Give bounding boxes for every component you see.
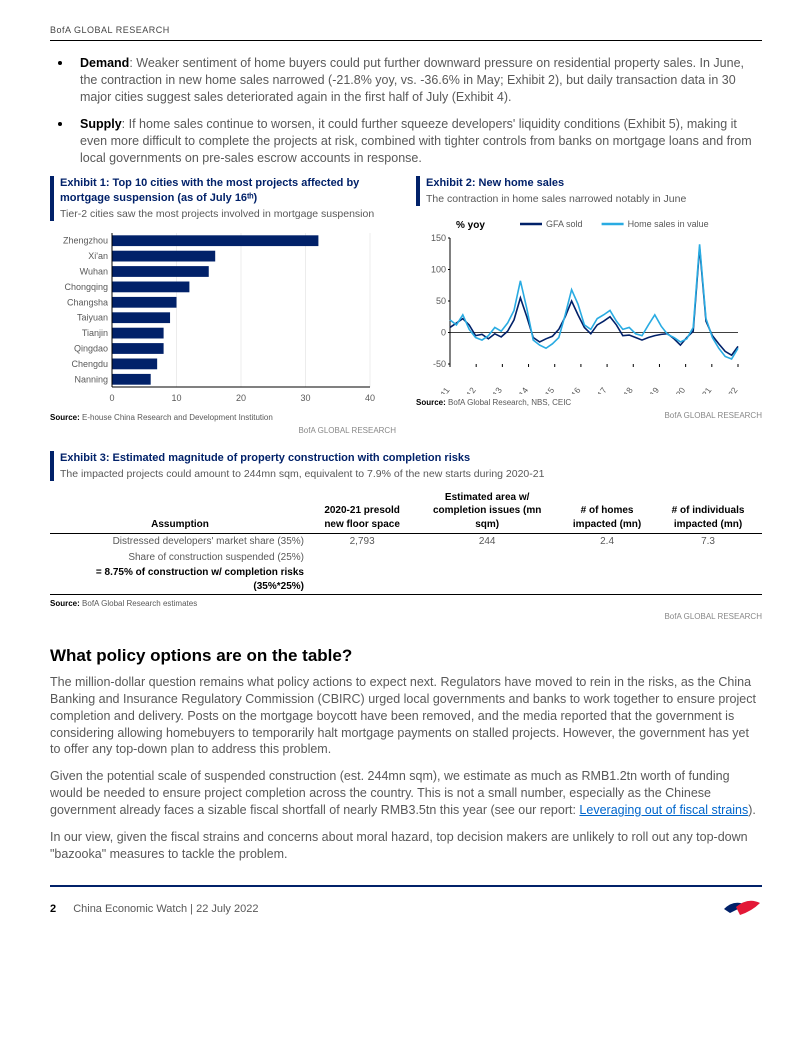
source-label: Source: xyxy=(416,398,446,407)
exhibit-3-title: Exhibit 3: Estimated magnitude of proper… xyxy=(60,451,762,466)
header-brand: BofA GLOBAL RESEARCH xyxy=(50,24,762,41)
svg-text:Zhengzhou: Zhengzhou xyxy=(63,236,108,246)
exhibits-row-1-2: Exhibit 1: Top 10 cities with the most p… xyxy=(50,176,762,436)
bofa-logo-icon xyxy=(722,893,762,917)
policy-p3: In our view, given the fiscal strains an… xyxy=(50,829,762,863)
svg-text:Wuhan: Wuhan xyxy=(80,267,108,277)
footer-doc: China Economic Watch | 22 July 2022 xyxy=(73,903,258,915)
exhibit-2-title: Exhibit 2: New home sales xyxy=(426,176,762,191)
svg-text:2021: 2021 xyxy=(694,386,713,395)
svg-text:2022: 2022 xyxy=(721,386,740,395)
svg-text:Qingdao: Qingdao xyxy=(74,344,108,354)
demand-body: : Weaker sentiment of home buyers could … xyxy=(80,56,744,104)
svg-text:40: 40 xyxy=(365,393,375,403)
policy-link[interactable]: Leveraging out of fiscal strains xyxy=(579,803,748,817)
exhibit-2: Exhibit 2: New home sales The contractio… xyxy=(416,176,762,436)
policy-p2: Given the potential scale of suspended c… xyxy=(50,768,762,819)
source-label: Source: xyxy=(50,413,80,422)
page-footer: 2 China Economic Watch | 22 July 2022 xyxy=(50,885,762,917)
exhibit-1-title: Exhibit 1: Top 10 cities with the most p… xyxy=(60,176,396,206)
svg-text:GFA sold: GFA sold xyxy=(546,219,583,229)
exhibit-3-header: Exhibit 3: Estimated magnitude of proper… xyxy=(50,451,762,481)
svg-text:Nanning: Nanning xyxy=(74,375,108,385)
bullet-list: Demand: Weaker sentiment of home buyers … xyxy=(50,55,762,166)
exhibit-1-chart: 0 10 20 30 40 Zhengzhou Xi'an Wuhan Chongqing Cha… xyxy=(50,229,380,409)
svg-text:0: 0 xyxy=(109,393,114,403)
policy-p2b: ). xyxy=(748,803,756,817)
svg-text:2012: 2012 xyxy=(459,386,478,395)
svg-text:2016: 2016 xyxy=(564,386,583,395)
demand-label: Demand xyxy=(80,56,129,70)
svg-text:50: 50 xyxy=(436,296,446,306)
source-text: BofA Global Research, NBS, CEIC xyxy=(448,398,571,407)
svg-text:2013: 2013 xyxy=(485,386,504,395)
exhibit-2-brand: BofA GLOBAL RESEARCH xyxy=(416,411,762,422)
exhibit-1-header: Exhibit 1: Top 10 cities with the most p… xyxy=(50,176,396,221)
svg-text:0: 0 xyxy=(441,328,446,338)
svg-text:Taiyuan: Taiyuan xyxy=(77,313,108,323)
svg-text:Chongqing: Chongqing xyxy=(64,282,108,292)
svg-text:30: 30 xyxy=(300,393,310,403)
supply-label: Supply xyxy=(80,117,122,131)
svg-text:2020: 2020 xyxy=(668,386,687,395)
exhibit-3: Exhibit 3: Estimated magnitude of proper… xyxy=(50,451,762,623)
exhibit-2-chart: % yoy GFA sold Home sales in value -50 0 50 10… xyxy=(416,214,746,394)
source-label: Source: xyxy=(50,599,80,608)
svg-text:10: 10 xyxy=(171,393,181,403)
exhibit-2-header: Exhibit 2: New home sales The contractio… xyxy=(416,176,762,206)
supply-body: : If home sales continue to worsen, it c… xyxy=(80,117,752,165)
svg-text:Changsha: Changsha xyxy=(67,298,108,308)
svg-text:Home sales in value: Home sales in value xyxy=(628,219,709,229)
bullet-supply: Supply: If home sales continue to worsen… xyxy=(58,116,762,167)
exhibit-3-table: Assumption2020-21 presold new floor spac… xyxy=(50,489,762,596)
svg-text:2019: 2019 xyxy=(642,386,661,395)
source-text: E-house China Research and Development I… xyxy=(82,413,273,422)
exhibit-1-brand: BofA GLOBAL RESEARCH xyxy=(50,426,396,437)
svg-text:Chengdu: Chengdu xyxy=(71,359,108,369)
svg-text:100: 100 xyxy=(431,265,446,275)
svg-text:2014: 2014 xyxy=(511,386,530,395)
svg-text:2015: 2015 xyxy=(537,386,556,395)
exhibit-1: Exhibit 1: Top 10 cities with the most p… xyxy=(50,176,396,436)
footer-left: 2 China Economic Watch | 22 July 2022 xyxy=(50,902,258,917)
exhibit-3-source: Source: BofA Global Research estimates xyxy=(50,599,762,610)
svg-text:Tianjin: Tianjin xyxy=(82,328,108,338)
exhibit-3-subtitle: The impacted projects could amount to 24… xyxy=(60,467,762,481)
exhibit-3-brand: BofA GLOBAL RESEARCH xyxy=(50,612,762,623)
policy-heading: What policy options are on the table? xyxy=(50,645,762,668)
bullet-dot-icon xyxy=(58,122,62,126)
exhibit-1-source: Source: E-house China Research and Devel… xyxy=(50,413,396,424)
svg-text:-50: -50 xyxy=(433,359,446,369)
bullet-demand-text: Demand: Weaker sentiment of home buyers … xyxy=(80,55,762,106)
bullet-demand: Demand: Weaker sentiment of home buyers … xyxy=(58,55,762,106)
svg-text:Xi'an: Xi'an xyxy=(88,251,108,261)
exhibit-1-subtitle: Tier-2 cities saw the most projects invo… xyxy=(60,207,396,221)
svg-text:20: 20 xyxy=(236,393,246,403)
policy-p1: The million-dollar question remains what… xyxy=(50,674,762,758)
svg-text:2011: 2011 xyxy=(433,386,452,395)
exhibit-2-source: Source: BofA Global Research, NBS, CEIC xyxy=(416,398,762,409)
page-number: 2 xyxy=(50,903,56,915)
svg-text:% yoy: % yoy xyxy=(456,220,485,231)
svg-text:150: 150 xyxy=(431,233,446,243)
bullet-dot-icon xyxy=(58,61,62,65)
svg-text:2017: 2017 xyxy=(590,386,609,395)
exhibit-2-subtitle: The contraction in home sales narrowed n… xyxy=(426,192,762,206)
source-text: BofA Global Research estimates xyxy=(82,599,197,608)
bullet-supply-text: Supply: If home sales continue to worsen… xyxy=(80,116,762,167)
svg-text:2018: 2018 xyxy=(616,386,635,395)
